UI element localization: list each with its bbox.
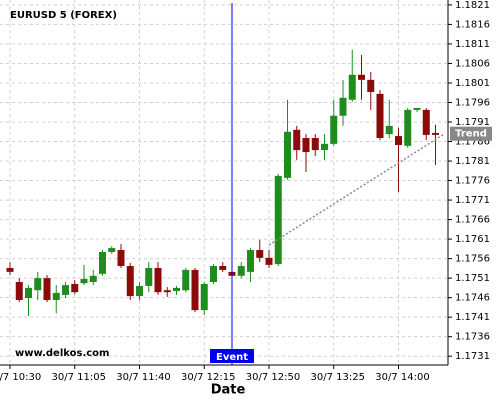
candle-body	[293, 129, 301, 151]
y-tick-label: 1.1771	[455, 195, 490, 206]
candle-body	[182, 269, 190, 291]
candle-body	[302, 138, 310, 153]
candle-body	[210, 266, 217, 283]
trend-label-box	[450, 126, 492, 141]
trend-label: Trend	[455, 129, 487, 140]
event-label: Event	[216, 352, 248, 363]
candle-body	[6, 267, 14, 272]
candle-body	[339, 97, 347, 116]
event-label-box	[210, 349, 254, 363]
y-tick-label: 1.1751	[455, 273, 490, 284]
candle-body	[219, 266, 227, 270]
candle-body	[163, 290, 171, 293]
y-tick-label: 1.1781	[455, 156, 490, 167]
candle-body	[274, 175, 282, 265]
candle-body	[126, 266, 134, 297]
x-tick-label: 30/7 12:50	[246, 372, 300, 383]
candle-body	[247, 250, 254, 272]
candle-body	[173, 287, 180, 292]
chart-title: EURUSD 5 (FOREX)	[10, 10, 117, 21]
x-tick-label: 30/7 11:40	[116, 372, 170, 383]
candle-body	[395, 136, 402, 146]
candle-body	[404, 109, 412, 146]
y-tick-label: 1.1796	[455, 97, 490, 108]
y-tick-label: 1.1821	[455, 0, 490, 11]
candle-body	[321, 143, 328, 151]
candle-body	[117, 250, 125, 267]
x-tick-label: 30/7 12:15	[181, 372, 235, 383]
candle-body	[80, 278, 88, 284]
candle-body	[43, 278, 51, 300]
candle-body	[34, 278, 42, 291]
candle-body	[25, 287, 32, 299]
y-tick-label: 1.1731	[455, 351, 490, 362]
candle-body	[432, 132, 439, 135]
candle-body	[256, 250, 264, 258]
candle-body	[330, 115, 338, 144]
y-tick-label: 1.1766	[455, 215, 490, 226]
candle-body	[385, 125, 393, 135]
y-tick-label: 1.1756	[455, 254, 490, 265]
candle-body	[200, 283, 208, 311]
x-tick-label: 30/7 11:05	[52, 372, 106, 383]
y-tick-label: 1.1746	[455, 293, 490, 304]
candle-body	[422, 109, 430, 135]
y-tick-label: 1.1776	[455, 176, 490, 187]
candle-body	[15, 282, 23, 300]
x-tick-label: 30/7 14:00	[375, 372, 429, 383]
y-tick-label: 1.1741	[455, 312, 490, 323]
y-tick-label: 1.1736	[455, 332, 490, 343]
grid	[0, 0, 448, 365]
candle-body	[284, 131, 291, 178]
candle-body	[62, 285, 69, 295]
candle-body	[413, 107, 421, 110]
candle-body	[71, 283, 79, 293]
trend-line	[268, 133, 446, 246]
y-tick-label: 1.1791	[455, 117, 490, 128]
candle-body	[311, 138, 319, 151]
candle-body	[136, 285, 143, 297]
x-tick-label: 30/7 13:25	[311, 372, 365, 383]
candle-body	[237, 266, 245, 276]
candle-body	[265, 257, 273, 265]
y-tick-label: 1.1786	[455, 137, 490, 148]
candle-body	[348, 74, 356, 100]
candles	[6, 49, 439, 316]
candle-body	[376, 93, 384, 139]
candle-body	[89, 275, 97, 283]
candle-body	[52, 292, 60, 300]
candle-body	[358, 74, 365, 80]
y-tick-label: 1.1761	[455, 234, 490, 245]
y-tick-label: 1.1811	[455, 39, 490, 50]
candle-body	[145, 267, 153, 286]
y-tick-label: 1.1801	[455, 78, 490, 89]
watermark: www.delkos.com	[15, 348, 109, 359]
candle-body	[191, 269, 199, 311]
x-axis-title: Date	[211, 383, 246, 398]
x-tick-label: 30/7 10:30	[0, 372, 41, 383]
candle-body	[154, 267, 162, 293]
candle-body	[108, 248, 116, 252]
y-tick-label: 1.1806	[455, 58, 490, 69]
y-tick-label: 1.1816	[455, 19, 490, 30]
candle-body	[367, 79, 375, 92]
candle-body	[99, 251, 106, 274]
